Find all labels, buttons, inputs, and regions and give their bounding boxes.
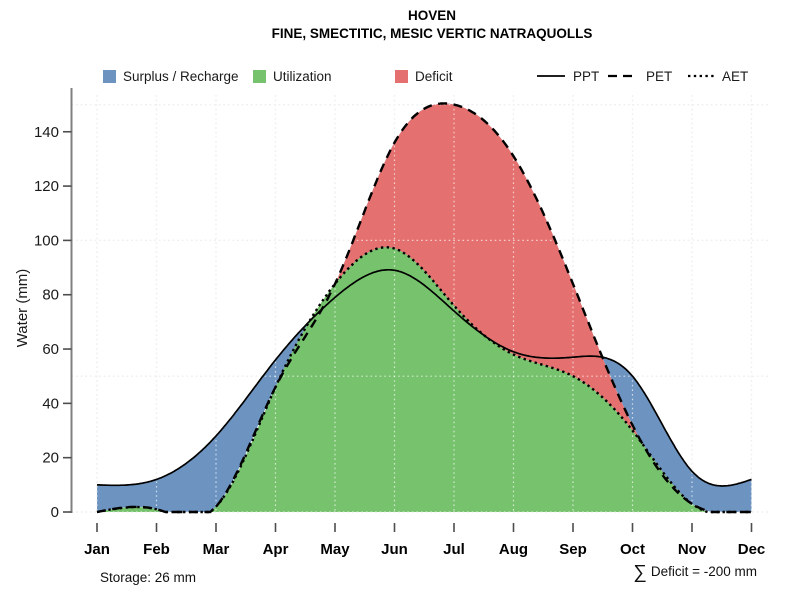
y-tick-label: 20	[42, 450, 59, 467]
legend-item-utilization: Utilization	[253, 66, 332, 86]
deficit-swatch	[395, 69, 408, 83]
month-label: Feb	[143, 541, 170, 558]
month-label: Oct	[620, 541, 645, 558]
legend-label-ppt: PPT	[573, 68, 600, 84]
month-label: Dec	[738, 541, 766, 558]
pet-line	[96, 102, 752, 514]
legend-item-aet: AET	[687, 66, 748, 86]
month-label: Aug	[499, 541, 528, 558]
y-tick-label: 0	[51, 504, 59, 521]
deficit-text: Deficit = -200 mm	[650, 564, 757, 579]
month-label: Jan	[84, 541, 110, 558]
legend-item-ppt: PPT	[536, 66, 599, 86]
legend-label-surplus: Surplus / Recharge	[123, 68, 239, 84]
legend-item-surplus: Surplus / Recharge	[103, 66, 239, 86]
surplus-area	[97, 103, 752, 513]
y-tick-label: 140	[34, 124, 59, 141]
storage-note: Storage: 26 mm	[100, 570, 197, 585]
legend-label-deficit: Deficit	[415, 68, 453, 84]
month-label: Jun	[381, 541, 408, 558]
month-label: Sep	[559, 541, 587, 558]
chart-title: HOVEN	[407, 8, 457, 23]
y-tick-label: 100	[34, 232, 59, 249]
month-label: May	[320, 541, 350, 558]
legend: Surplus / Recharge Utilization Deficit P…	[0, 66, 800, 88]
month-label: Nov	[678, 541, 707, 558]
legend-label-aet: AET	[722, 68, 749, 84]
legend-label-pet: PET	[646, 68, 673, 84]
month-label: Jul	[443, 541, 465, 558]
y-tick-label: 40	[42, 395, 59, 412]
y-tick-label: 80	[42, 287, 59, 304]
y-tick-label: 120	[34, 178, 59, 195]
sigma-symbol: ∑	[633, 562, 647, 583]
legend-label-utilization: Utilization	[273, 68, 332, 84]
utilization-area	[97, 247, 752, 513]
month-label: Apr	[263, 541, 289, 558]
surplus-swatch	[103, 69, 116, 83]
utilization-swatch	[253, 69, 266, 83]
dotted-line-icon	[688, 74, 714, 78]
month-label: Mar	[203, 541, 230, 558]
y-tick-label: 60	[42, 341, 59, 358]
deficit-note: ∑ Deficit = -200 mm	[633, 562, 757, 584]
y-axis-title: Water (mm)	[14, 269, 31, 348]
ppt-line	[96, 268, 752, 487]
chart-header: HOVEN FINE, SMECTITIC, MESIC VERTIC NATR…	[272, 7, 593, 43]
deficit-area	[335, 103, 692, 504]
legend-item-deficit: Deficit	[395, 66, 453, 86]
legend-item-pet: PET	[607, 66, 672, 86]
dashed-line-icon	[608, 74, 638, 78]
chart-subtitle: FINE, SMECTITIC, MESIC VERTIC NATRAQUOLL…	[271, 26, 593, 41]
solid-line-icon	[537, 75, 565, 77]
